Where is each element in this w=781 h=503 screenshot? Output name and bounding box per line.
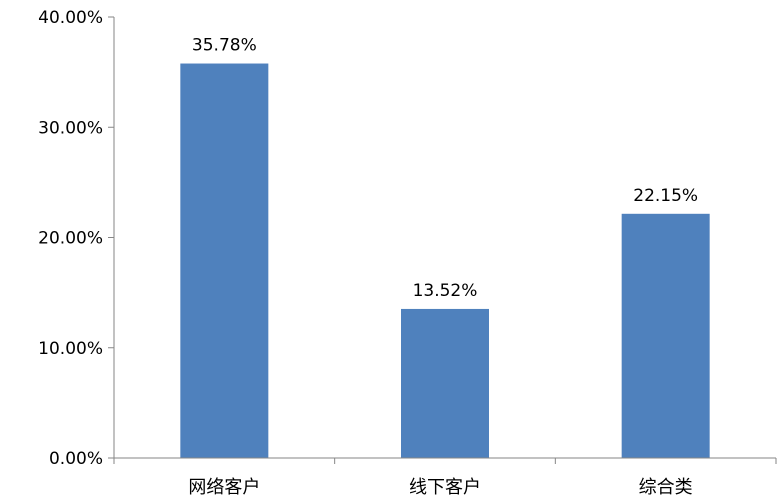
y-tick-label: 0.00% xyxy=(49,449,103,469)
bar xyxy=(621,213,710,458)
bar xyxy=(180,63,269,458)
y-tick-label: 40.00% xyxy=(38,8,103,28)
y-tick-label: 20.00% xyxy=(38,229,103,249)
data-label: 13.52% xyxy=(413,281,478,301)
bar xyxy=(401,308,489,458)
x-tick-label: 线下客户 xyxy=(409,477,481,498)
data-label: 35.78% xyxy=(192,36,257,56)
y-tick-label: 10.00% xyxy=(38,339,103,359)
data-label: 22.15% xyxy=(633,186,698,206)
x-tick-label: 综合类 xyxy=(639,477,693,498)
x-tick-label: 网络客户 xyxy=(188,477,260,498)
y-tick-label: 30.00% xyxy=(38,118,103,138)
